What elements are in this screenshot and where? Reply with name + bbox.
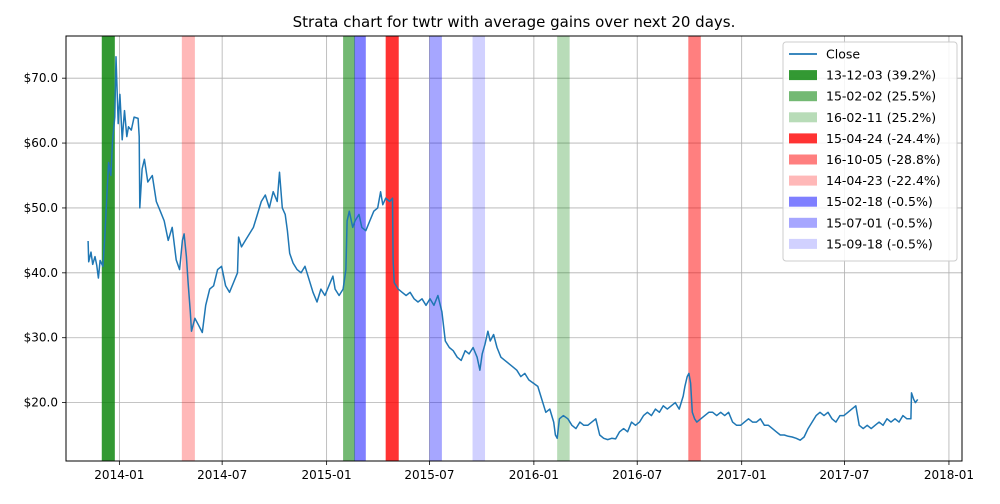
strata-band <box>343 36 356 461</box>
strata-band <box>557 36 570 461</box>
legend-label: 15-04-24 (-24.4%) <box>826 131 941 146</box>
legend-label: 15-02-18 (-0.5%) <box>826 194 933 209</box>
y-tick-label: $70.0 <box>24 71 58 85</box>
x-tick-label: 2014-01 <box>94 468 144 482</box>
x-tick-label: 2017-07 <box>819 468 869 482</box>
legend-label: 16-10-05 (-28.8%) <box>826 152 941 167</box>
legend-band-swatch <box>789 133 817 144</box>
legend-label: 14-04-23 (-22.4%) <box>826 173 941 188</box>
chart-title: Strata chart for twtr with average gains… <box>293 13 736 31</box>
legend-band-swatch <box>789 112 817 123</box>
legend: Close 13-12-03 (39.2%) 15-02-02 (25.5%) 16-… <box>782 41 958 262</box>
strata-band <box>385 36 399 461</box>
strata-band <box>101 36 115 461</box>
axes: 2014-01 2014-07 2015-01 2015-07 2016-01 2016-… <box>24 71 974 482</box>
series-lines <box>87 56 919 441</box>
legend-box <box>782 41 958 262</box>
strata-band <box>354 36 366 461</box>
y-tick-label: $30.0 <box>24 331 58 345</box>
legend-band-swatch <box>789 154 817 165</box>
x-tick-label: 2015-01 <box>302 468 352 482</box>
x-tick-label: 2018-01 <box>924 468 974 482</box>
x-tick-label: 2014-07 <box>197 468 247 482</box>
legend-band-swatch <box>789 91 817 102</box>
legend-band-swatch <box>789 217 817 228</box>
y-tick-label: $60.0 <box>24 136 58 150</box>
plot-frame <box>65 35 963 462</box>
y-tick-label: $20.0 <box>24 396 58 410</box>
strata-band <box>181 36 195 461</box>
close-price-line <box>87 56 919 441</box>
strata-band <box>472 36 486 461</box>
x-tick-label: 2016-01 <box>509 468 559 482</box>
legend-label: 13-12-03 (39.2%) <box>826 68 936 83</box>
strata-band <box>429 36 442 461</box>
legend-band-swatch <box>789 175 817 186</box>
x-tick-label: 2015-07 <box>404 468 454 482</box>
legend-band-swatch <box>789 70 817 81</box>
y-tick-label: $40.0 <box>24 266 58 280</box>
legend-label: 16-02-11 (25.2%) <box>826 110 936 125</box>
x-tick-label: 2016-07 <box>612 468 662 482</box>
legend-label: 15-09-18 (-0.5%) <box>826 236 933 251</box>
strata-bands <box>101 36 701 461</box>
legend-label: Close <box>826 47 860 62</box>
legend-band-swatch <box>789 196 817 207</box>
legend-band-swatch <box>789 238 817 249</box>
x-tick-label: 2017-01 <box>717 468 767 482</box>
y-tick-label: $50.0 <box>24 201 58 215</box>
strata-band <box>688 36 701 461</box>
legend-label: 15-07-01 (-0.5%) <box>826 215 933 230</box>
legend-label: 15-02-02 (25.5%) <box>826 89 936 104</box>
